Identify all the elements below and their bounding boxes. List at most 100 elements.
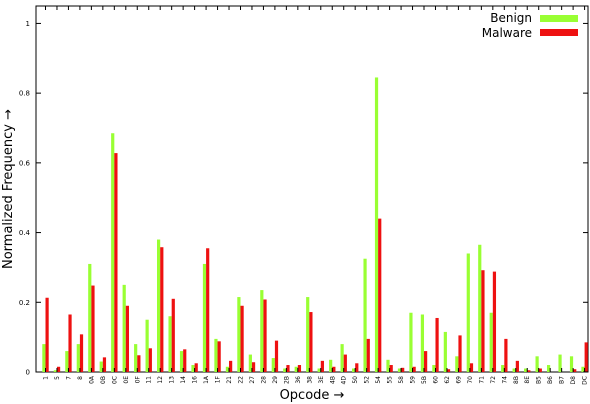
bar-malware-0a — [91, 285, 95, 372]
x-tick-label: 62 — [444, 376, 451, 384]
bar-benign-70 — [466, 253, 470, 372]
bar-benign-b6 — [546, 365, 551, 372]
x-tick-label: 38 — [306, 376, 313, 384]
x-tick-label: B7 — [559, 376, 566, 384]
bar-benign-16 — [191, 365, 195, 372]
bar-benign-4b — [329, 359, 333, 372]
legend-label-malware: Malware — [482, 26, 532, 40]
y-axis: 0 0.2 0.4 0.6 0.8 1 — [19, 20, 588, 377]
y-tick-label: 1 — [26, 20, 30, 28]
x-tick-label: B5 — [536, 376, 543, 384]
bar-malware-14 — [183, 349, 187, 372]
bar-benign-50 — [351, 368, 356, 372]
bar-benign-55 — [386, 359, 390, 372]
bar-malware-2b — [286, 365, 290, 372]
bar-malware-62 — [446, 369, 451, 372]
bar-malware-b5 — [538, 368, 542, 372]
x-tick-label: 12 — [157, 376, 164, 384]
bar-benign-7 — [65, 351, 69, 372]
x-tick-label: 7 — [65, 376, 72, 380]
bar-malware-5 — [56, 366, 61, 372]
bar-benign-dc — [581, 366, 585, 372]
bar-benign-59 — [409, 312, 413, 372]
x-tick-label: 74 — [501, 376, 508, 384]
x-tick-label: 1A — [203, 375, 210, 384]
bar-malware-50 — [355, 363, 359, 372]
x-tick-label: 16 — [192, 376, 199, 384]
bar-malware-60 — [435, 317, 439, 372]
x-tick-label: DC — [582, 376, 589, 385]
x-tick-label: 8 — [77, 376, 84, 380]
x-tick-label: 54 — [375, 376, 382, 384]
x-tick-label: 70 — [467, 376, 474, 384]
bar-malware-72 — [492, 271, 497, 372]
x-tick-label: 1 — [43, 376, 50, 380]
bar-malware-1 — [45, 297, 49, 372]
bar-malware-dc — [584, 342, 588, 372]
legend-swatch-benign — [540, 15, 578, 22]
bar-benign-12 — [157, 239, 161, 372]
bar-benign-11 — [145, 319, 149, 372]
x-tick-label: D8 — [570, 376, 577, 385]
bar-benign-4d — [340, 344, 344, 372]
x-tick-label: 52 — [364, 376, 371, 384]
bar-benign-58 — [397, 368, 402, 372]
bar-malware-0c — [114, 153, 118, 372]
bar-malware-69 — [458, 335, 462, 372]
x-tick-label: 11 — [146, 376, 153, 384]
bar-malware-54 — [378, 218, 382, 372]
x-tick-label: 22 — [237, 376, 244, 384]
bar-malware-59 — [412, 366, 416, 372]
bar-malware-13 — [171, 298, 175, 372]
bar-malware-0e — [125, 305, 129, 372]
bar-benign-29 — [271, 358, 275, 372]
bar-benign-74 — [501, 365, 505, 372]
x-tick-label: 58 — [398, 376, 405, 384]
x-tick-label: 21 — [226, 376, 233, 384]
x-tick-label: B6 — [547, 376, 554, 384]
bar-benign-28 — [260, 290, 264, 372]
bar-benign-2b — [283, 368, 287, 372]
x-tick-label: 59 — [410, 376, 417, 384]
bar-malware-16 — [194, 363, 198, 372]
bar-benign-1f — [214, 338, 218, 372]
bar-benign-71 — [478, 244, 482, 372]
x-tick-label: 0C — [111, 376, 118, 384]
bar-malware-38 — [309, 312, 313, 372]
bar-malware-74 — [504, 338, 508, 372]
x-tick-label: 13 — [169, 376, 176, 384]
bar-benign-69 — [455, 356, 459, 372]
x-tick-label: 8B — [513, 376, 520, 384]
bar-malware-0b — [102, 357, 107, 372]
bar-benign-62 — [443, 331, 447, 372]
bar-malware-22 — [240, 305, 244, 372]
bar-benign-1 — [42, 344, 46, 372]
bar-benign-22 — [237, 297, 241, 372]
x-tick-label: 5B — [421, 376, 428, 384]
x-tick-label: 2B — [283, 376, 290, 384]
x-tick-label: 4D — [341, 376, 348, 385]
x-tick-label: 0E — [123, 376, 130, 384]
bar-malware-21 — [229, 360, 233, 372]
x-tick-label: 28 — [260, 376, 267, 384]
x-tick-label: 55 — [387, 376, 394, 384]
bar-malware-0f — [137, 355, 141, 372]
bar-benign-0c — [111, 133, 115, 372]
bar-malware-29 — [274, 340, 279, 372]
x-tick-label: 60 — [432, 376, 439, 384]
bar-benign-0b — [99, 361, 103, 372]
bar-malware-71 — [481, 270, 485, 372]
bar-malware-70 — [469, 363, 474, 372]
y-tick-label: 0.6 — [19, 159, 31, 167]
y-tick-label: 0 — [26, 369, 30, 377]
bar-benign-8 — [76, 344, 80, 372]
bar-benign-52 — [363, 258, 367, 372]
x-tick-label: 0F — [134, 375, 141, 383]
y-axis-label: Normalized Frequency → — [1, 109, 16, 269]
x-tick-label: 50 — [352, 376, 359, 384]
bar-benign-0a — [88, 263, 92, 372]
bar-malware-7 — [68, 314, 72, 372]
y-tick-label: 0.8 — [19, 90, 30, 98]
bar-malware-52 — [366, 338, 370, 372]
bar-malware-8 — [79, 334, 84, 372]
